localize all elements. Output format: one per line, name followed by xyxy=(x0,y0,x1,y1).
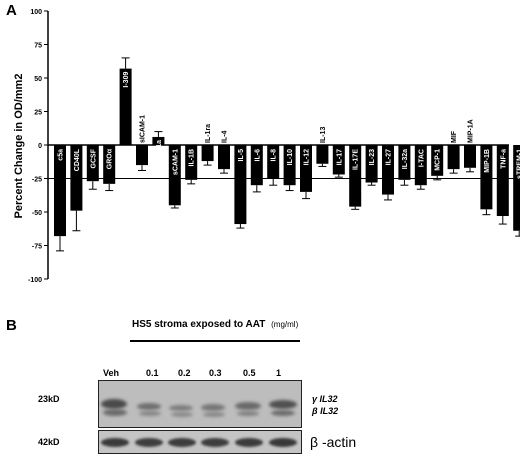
actin-blot-image xyxy=(98,430,302,454)
y-axis-label: Percent Change in OD/mm2 xyxy=(13,74,25,219)
category-label: GCSF xyxy=(90,148,97,168)
y-tick-label: 25 xyxy=(34,110,42,117)
bar xyxy=(168,145,181,206)
category-label: IL-13 xyxy=(320,127,327,143)
bar xyxy=(398,145,411,180)
bar xyxy=(431,145,444,176)
bar-chart: 100 75 50 25 0 -25 -50 -75 -100 c5a CD40L GCSF GROα… xyxy=(13,9,520,284)
category-label-layer: c5a CD40L GCSF GROα I-309 sICAM-1 IL-1a sCAM-1 I… xyxy=(58,72,520,179)
panel-a-label: A xyxy=(6,2,17,19)
beta-il32-label: β IL32 xyxy=(312,406,339,416)
category-label: IL-27 xyxy=(386,149,393,165)
bar xyxy=(349,145,362,207)
lane-label-veh: Veh xyxy=(103,368,120,378)
category-label: IL-1ra xyxy=(205,124,212,143)
bar xyxy=(447,145,460,170)
bar xyxy=(300,145,312,192)
bar xyxy=(70,145,83,211)
category-label: IL-1B xyxy=(189,149,196,167)
category-label: IL-17 xyxy=(336,149,343,165)
bar xyxy=(54,145,66,237)
category-label: CD40L xyxy=(74,148,81,171)
bar xyxy=(86,145,99,182)
category-label: IL-5 xyxy=(238,149,245,162)
category-label: sTREM-1 xyxy=(517,149,520,179)
blot-title: HS5 stroma exposed to AAT (mg/ml) xyxy=(132,319,298,330)
category-label: MIP-1A xyxy=(468,119,475,143)
il32-blot-image xyxy=(98,380,302,428)
y-tick-label: -25 xyxy=(32,177,42,184)
category-label: IL-6 xyxy=(254,149,261,162)
y-tick-label: -100 xyxy=(28,277,42,284)
y-tick-label: 75 xyxy=(34,43,42,50)
category-label: MIF xyxy=(451,130,458,143)
treatment-bracket-line xyxy=(130,340,300,342)
lane-label-0-5: 0.5 xyxy=(243,368,256,378)
category-label: GROα xyxy=(107,148,114,169)
y-tick-label: 100 xyxy=(30,9,42,16)
bar xyxy=(283,145,296,186)
y-tick-label: 0 xyxy=(38,143,42,150)
category-label: IL-4 xyxy=(222,130,229,143)
bar xyxy=(365,145,378,183)
category-label: c5a xyxy=(58,149,65,161)
bar xyxy=(103,145,116,184)
category-label: MCP-1 xyxy=(435,149,442,171)
category-label: MIP-1B xyxy=(484,149,491,173)
beta-actin-label: β -actin xyxy=(310,434,357,450)
category-label: IL-8 xyxy=(271,149,278,162)
marker-42kd: 42kD xyxy=(38,437,60,447)
bar xyxy=(201,145,214,162)
bar xyxy=(234,145,247,225)
bar xyxy=(218,145,230,170)
category-label: IL-12 xyxy=(304,149,311,165)
bar xyxy=(496,145,509,217)
bar-layer xyxy=(54,57,520,252)
category-label: sCAM-1 xyxy=(172,149,179,175)
panel-b-label: B xyxy=(6,317,17,334)
category-label: IL-1a xyxy=(156,140,163,156)
bar xyxy=(414,145,427,186)
bar xyxy=(119,68,132,145)
bar xyxy=(267,145,280,179)
bar xyxy=(185,145,198,180)
lane-label-0-3: 0.3 xyxy=(209,368,222,378)
category-label: TNF-a xyxy=(500,149,507,169)
category-label: IL-32a xyxy=(402,149,409,169)
lane-label-0-1: 0.1 xyxy=(146,368,159,378)
lane-label-0-2: 0.2 xyxy=(178,368,191,378)
bar xyxy=(464,145,476,168)
y-tick-label: 50 xyxy=(34,76,42,83)
category-label: I-TAC xyxy=(418,149,425,167)
category-label: IL-17E xyxy=(353,149,360,170)
bar xyxy=(250,145,263,186)
category-label: IL-10 xyxy=(287,149,294,165)
y-tick-label: -50 xyxy=(32,210,42,217)
y-tick-label: -75 xyxy=(32,244,42,251)
marker-23kd: 23kD xyxy=(38,394,60,404)
category-label: I-309 xyxy=(123,72,130,88)
category-label: sICAM-1 xyxy=(140,115,147,143)
blot-unit: (mg/ml) xyxy=(271,320,299,329)
bar xyxy=(480,145,493,210)
lane-label-1: 1 xyxy=(276,368,282,378)
bar xyxy=(316,145,329,164)
western-blot-panel: HS5 stroma exposed to AAT (mg/ml) Veh 0.… xyxy=(0,310,520,460)
bar xyxy=(513,145,520,231)
category-label: IL-23 xyxy=(369,149,376,165)
blot-title-text: HS5 stroma exposed to AAT xyxy=(132,319,266,330)
bar xyxy=(136,145,148,166)
bar xyxy=(382,145,394,195)
gamma-il32-label: γ IL32 xyxy=(312,394,338,404)
bar xyxy=(332,145,345,175)
bar xyxy=(152,136,165,145)
